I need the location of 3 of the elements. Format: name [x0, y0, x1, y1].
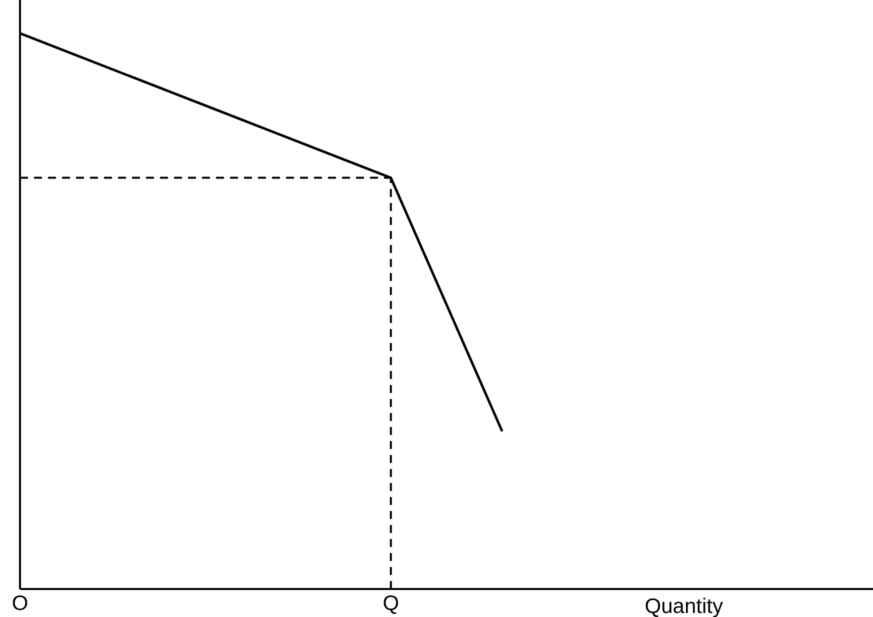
x-axis-title: Quantity — [644, 595, 724, 617]
x-tick-label: Q — [382, 592, 400, 615]
x-tick-label: O — [12, 592, 28, 615]
